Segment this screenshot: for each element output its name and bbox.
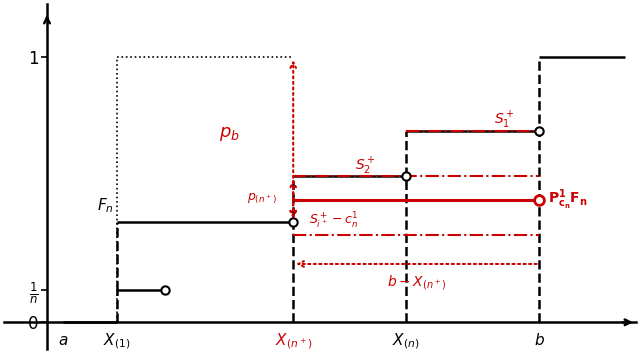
Text: $S_1^+$: $S_1^+$ xyxy=(494,110,515,131)
Text: $X_{(n^+)}$: $X_{(n^+)}$ xyxy=(275,331,312,351)
Text: $p_b$: $p_b$ xyxy=(218,125,239,143)
Text: $b$: $b$ xyxy=(534,332,545,348)
Text: $S_{i^+}^+ - c_n^1$: $S_{i^+}^+ - c_n^1$ xyxy=(309,211,358,231)
Text: $a$: $a$ xyxy=(58,333,68,348)
Text: $\mathbf{P^1_{c_n}F_n}$: $\mathbf{P^1_{c_n}F_n}$ xyxy=(547,188,587,213)
Text: $F_n$: $F_n$ xyxy=(97,196,114,215)
Text: $p_{(n^+)}$: $p_{(n^+)}$ xyxy=(248,192,277,206)
Text: $b - X_{(n^+)}$: $b - X_{(n^+)}$ xyxy=(387,273,446,292)
Text: $S_2^+$: $S_2^+$ xyxy=(355,155,376,177)
Text: $X_{(1)}$: $X_{(1)}$ xyxy=(103,331,130,351)
Text: $X_{(n)}$: $X_{(n)}$ xyxy=(392,331,419,351)
